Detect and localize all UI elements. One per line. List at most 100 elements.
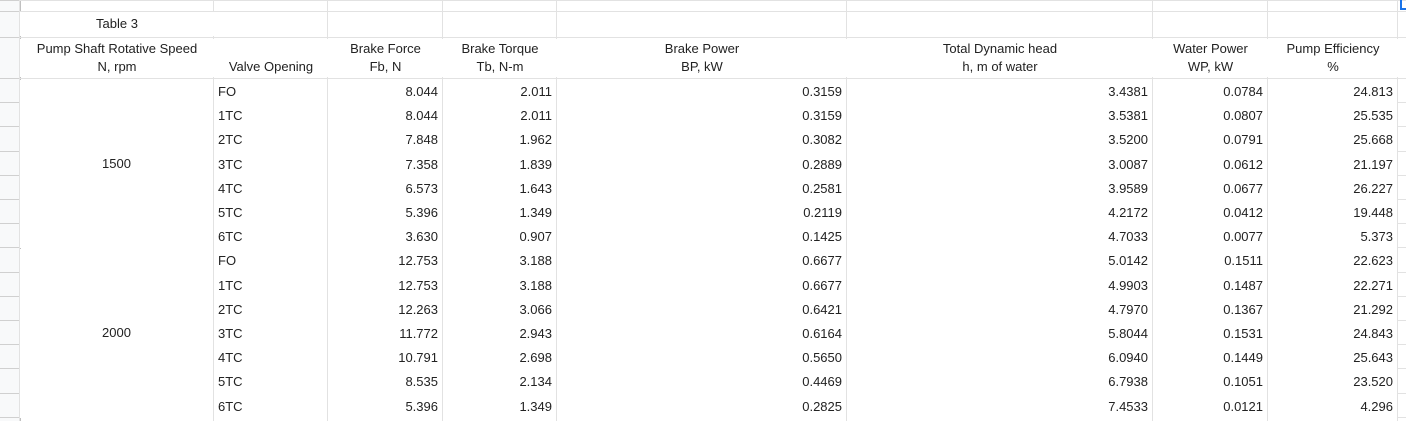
cell-torque[interactable]: 2.698 (443, 346, 556, 370)
cell-head[interactable]: 7.4533 (847, 394, 1152, 418)
header-force[interactable]: Brake Force Fb, N (328, 39, 443, 77)
cell-efficiency[interactable]: 25.668 (1268, 128, 1397, 152)
header-power[interactable]: Brake Power BP, kW (557, 39, 847, 77)
cell-torque[interactable]: 1.962 (443, 128, 556, 152)
cell-torque[interactable]: 3.188 (443, 273, 556, 297)
cell-valve[interactable]: 2TC (214, 128, 327, 152)
cell-torque[interactable]: 0.907 (443, 225, 556, 249)
cell-head[interactable]: 3.5381 (847, 104, 1152, 128)
header-speed[interactable]: Pump Shaft Rotative Speed N, rpm (20, 39, 214, 77)
cell-force[interactable]: 7.848 (328, 128, 442, 152)
cell-power[interactable]: 0.6421 (557, 297, 846, 321)
cell-water-power[interactable]: 0.0412 (1153, 201, 1267, 225)
cell-power[interactable]: 0.2581 (557, 176, 846, 200)
cell-torque[interactable]: 1.643 (443, 176, 556, 200)
row-header-strip[interactable] (0, 0, 21, 421)
cell-force[interactable]: 8.044 (328, 104, 442, 128)
speed-merged-cell[interactable]: 2000 (20, 249, 213, 418)
cell-valve[interactable]: 1TC (214, 273, 327, 297)
cell-water-power[interactable]: 0.0791 (1153, 128, 1267, 152)
cell-torque[interactable]: 1.349 (443, 394, 556, 418)
cell-water-power[interactable]: 0.1531 (1153, 322, 1267, 346)
speed-merged-cell[interactable]: 1500 (20, 80, 213, 249)
cell-power[interactable]: 0.2825 (557, 394, 846, 418)
cell-valve[interactable]: FO (214, 80, 327, 104)
cell-valve[interactable]: 2TC (214, 297, 327, 321)
cell-efficiency[interactable]: 19.448 (1268, 201, 1397, 225)
cell-efficiency[interactable]: 21.292 (1268, 297, 1397, 321)
header-torque[interactable]: Brake Torque Tb, N-m (443, 39, 557, 77)
cell-force[interactable]: 5.396 (328, 394, 442, 418)
cell-valve[interactable]: 5TC (214, 201, 327, 225)
cell-power[interactable]: 0.4469 (557, 370, 846, 394)
cell-force[interactable]: 12.753 (328, 249, 442, 273)
cell-water-power[interactable]: 0.1051 (1153, 370, 1267, 394)
cell-valve[interactable]: 1TC (214, 104, 327, 128)
cell-head[interactable]: 4.7970 (847, 297, 1152, 321)
cell-torque[interactable]: 2.011 (443, 80, 556, 104)
cell-efficiency[interactable]: 26.227 (1268, 176, 1397, 200)
cell-force[interactable]: 7.358 (328, 152, 442, 176)
cell-power[interactable]: 0.5650 (557, 346, 846, 370)
cell-efficiency[interactable]: 24.843 (1268, 322, 1397, 346)
header-water-power[interactable]: Water Power WP, kW (1153, 39, 1268, 77)
cell-force[interactable]: 8.535 (328, 370, 442, 394)
cell-head[interactable]: 3.9589 (847, 176, 1152, 200)
cell-torque[interactable]: 1.839 (443, 152, 556, 176)
cell-water-power[interactable]: 0.0784 (1153, 80, 1267, 104)
cell-efficiency[interactable]: 23.520 (1268, 370, 1397, 394)
cell-head[interactable]: 6.0940 (847, 346, 1152, 370)
cell-force[interactable]: 3.630 (328, 225, 442, 249)
cell-head[interactable]: 5.8044 (847, 322, 1152, 346)
cell-efficiency[interactable]: 22.271 (1268, 273, 1397, 297)
cell-force[interactable]: 8.044 (328, 80, 442, 104)
header-head[interactable]: Total Dynamic head h, m of water (847, 39, 1153, 77)
cell-valve[interactable]: 3TC (214, 152, 327, 176)
cell-efficiency[interactable]: 21.197 (1268, 152, 1397, 176)
cell-valve[interactable]: 6TC (214, 225, 327, 249)
cell-efficiency[interactable]: 25.535 (1268, 104, 1397, 128)
cell-head[interactable]: 4.9903 (847, 273, 1152, 297)
cell-water-power[interactable]: 0.1487 (1153, 273, 1267, 297)
cell-power[interactable]: 0.6164 (557, 322, 846, 346)
header-efficiency[interactable]: Pump Efficiency % (1268, 39, 1398, 77)
cell-force[interactable]: 12.263 (328, 297, 442, 321)
cell-force[interactable]: 6.573 (328, 176, 442, 200)
cell-power[interactable]: 0.1425 (557, 225, 846, 249)
cell-power[interactable]: 0.6677 (557, 273, 846, 297)
table-title[interactable]: Table 3 (20, 12, 214, 36)
cell-water-power[interactable]: 0.0077 (1153, 225, 1267, 249)
cell-water-power[interactable]: 0.0121 (1153, 394, 1267, 418)
cell-efficiency[interactable]: 5.373 (1268, 225, 1397, 249)
cell-power[interactable]: 0.6677 (557, 249, 846, 273)
cell-power[interactable]: 0.2889 (557, 152, 846, 176)
cell-valve[interactable]: 5TC (214, 370, 327, 394)
cell-head[interactable]: 4.2172 (847, 201, 1152, 225)
cell-torque[interactable]: 3.188 (443, 249, 556, 273)
cell-head[interactable]: 5.0142 (847, 249, 1152, 273)
cell-torque[interactable]: 3.066 (443, 297, 556, 321)
cell-water-power[interactable]: 0.1367 (1153, 297, 1267, 321)
cell-force[interactable]: 11.772 (328, 322, 442, 346)
cell-water-power[interactable]: 0.0807 (1153, 104, 1267, 128)
cell-head[interactable]: 3.0087 (847, 152, 1152, 176)
cell-head[interactable]: 3.5200 (847, 128, 1152, 152)
cell-valve[interactable]: FO (214, 249, 327, 273)
cell-power[interactable]: 0.2119 (557, 201, 846, 225)
cell-efficiency[interactable]: 24.813 (1268, 80, 1397, 104)
cell-valve[interactable]: 4TC (214, 176, 327, 200)
cell-efficiency[interactable]: 4.296 (1268, 394, 1397, 418)
cell-water-power[interactable]: 0.0612 (1153, 152, 1267, 176)
cell-water-power[interactable]: 0.1449 (1153, 346, 1267, 370)
cell-efficiency[interactable]: 22.623 (1268, 249, 1397, 273)
cell-head[interactable]: 4.7033 (847, 225, 1152, 249)
cell-torque[interactable]: 1.349 (443, 201, 556, 225)
cell-torque[interactable]: 2.011 (443, 104, 556, 128)
cell-efficiency[interactable]: 25.643 (1268, 346, 1397, 370)
cell-head[interactable]: 3.4381 (847, 80, 1152, 104)
cell-torque[interactable]: 2.134 (443, 370, 556, 394)
cell-force[interactable]: 5.396 (328, 201, 442, 225)
cell-water-power[interactable]: 0.0677 (1153, 176, 1267, 200)
cell-power[interactable]: 0.3159 (557, 80, 846, 104)
